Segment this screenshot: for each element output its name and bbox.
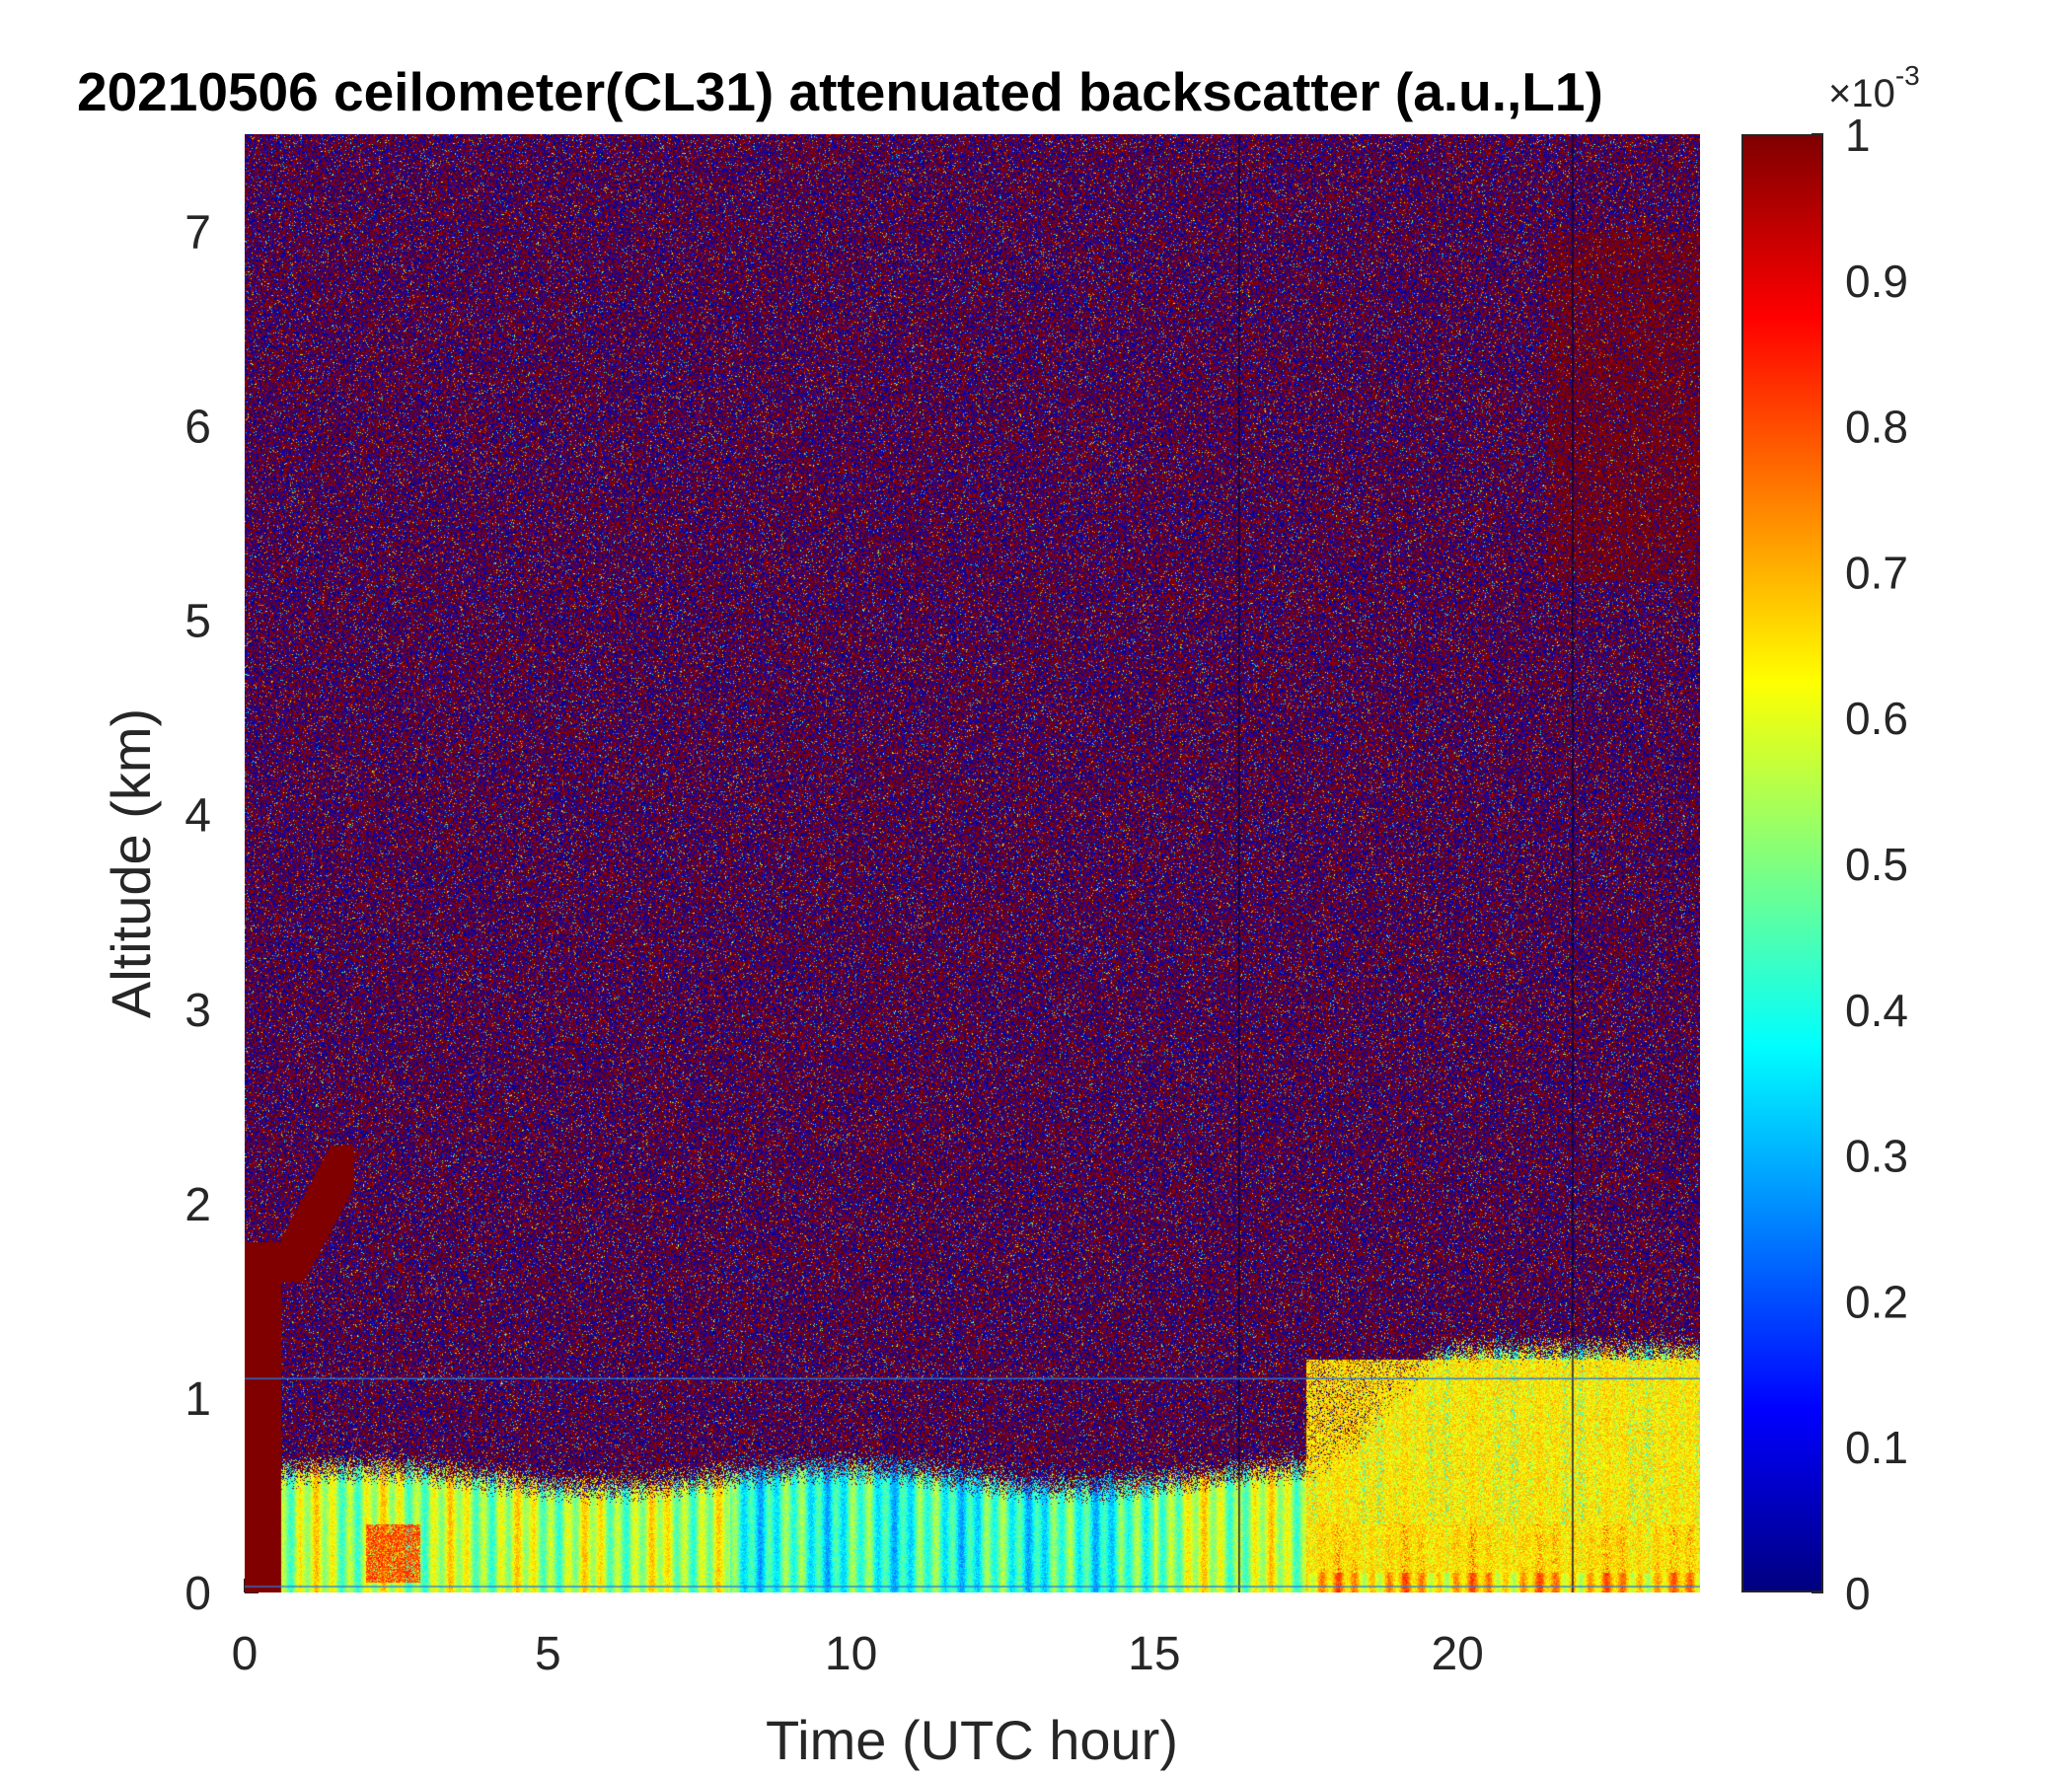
y-axis: 0 1 2 3 4 5 6 7 — [185, 207, 259, 1620]
x-axis-label: Time (UTC hour) — [766, 1709, 1178, 1771]
colorbar-tick-label: 1 — [1845, 110, 1871, 161]
colorbar-tick-label: 0.4 — [1845, 985, 1908, 1036]
x-tick-label: 5 — [535, 1628, 561, 1680]
colorbar-tick-label: 0.5 — [1845, 839, 1908, 890]
y-tick-label: 6 — [185, 402, 211, 454]
y-tick-label: 7 — [185, 207, 211, 259]
colorbar-tick-label: 0.7 — [1845, 547, 1908, 598]
colorbar-exponent-base: ×10 — [1828, 72, 1895, 115]
colorbar-tick-label: 0.2 — [1845, 1276, 1908, 1327]
y-tick-label: 3 — [185, 985, 211, 1037]
colorbar-tick-label: 0.6 — [1845, 693, 1908, 744]
x-tick-label: 15 — [1128, 1628, 1180, 1680]
x-tick-label: 10 — [825, 1628, 877, 1680]
colorbar — [1741, 134, 1823, 1592]
colorbar-axis: 0 0.1 0.2 0.3 0.4 0.5 0.6 0.7 0.8 0.9 1 — [1812, 110, 1908, 1619]
backscatter-heatmap — [245, 134, 1700, 1592]
colorbar-tick-label: 0.8 — [1845, 402, 1908, 453]
y-tick-label: 0 — [185, 1568, 211, 1620]
y-tick-label: 5 — [185, 596, 211, 648]
x-tick-label: 20 — [1431, 1628, 1483, 1680]
y-axis-label: Altitude (km) — [100, 708, 162, 1018]
x-tick-label: 0 — [232, 1628, 259, 1680]
heatmap-plot-area — [245, 134, 1700, 1592]
colorbar-tick-label: 0 — [1845, 1568, 1871, 1619]
colorbar-exponent-label: ×10-3 — [1828, 60, 1920, 115]
y-tick-label: 4 — [185, 790, 211, 843]
x-axis: 0 5 10 15 20 — [232, 1579, 1484, 1680]
colorbar-tick-label: 0.3 — [1845, 1131, 1908, 1182]
colorbar-exponent-power: -3 — [1895, 60, 1920, 91]
colorbar-gradient — [1741, 134, 1823, 1592]
y-tick-label: 2 — [185, 1179, 211, 1231]
colorbar-tick-label: 0.1 — [1845, 1422, 1908, 1473]
colorbar-tick-label: 0.9 — [1845, 256, 1908, 307]
y-tick-label: 1 — [185, 1373, 211, 1426]
chart-title: 20210506 ceilometer(CL31) attenuated bac… — [77, 61, 1603, 122]
